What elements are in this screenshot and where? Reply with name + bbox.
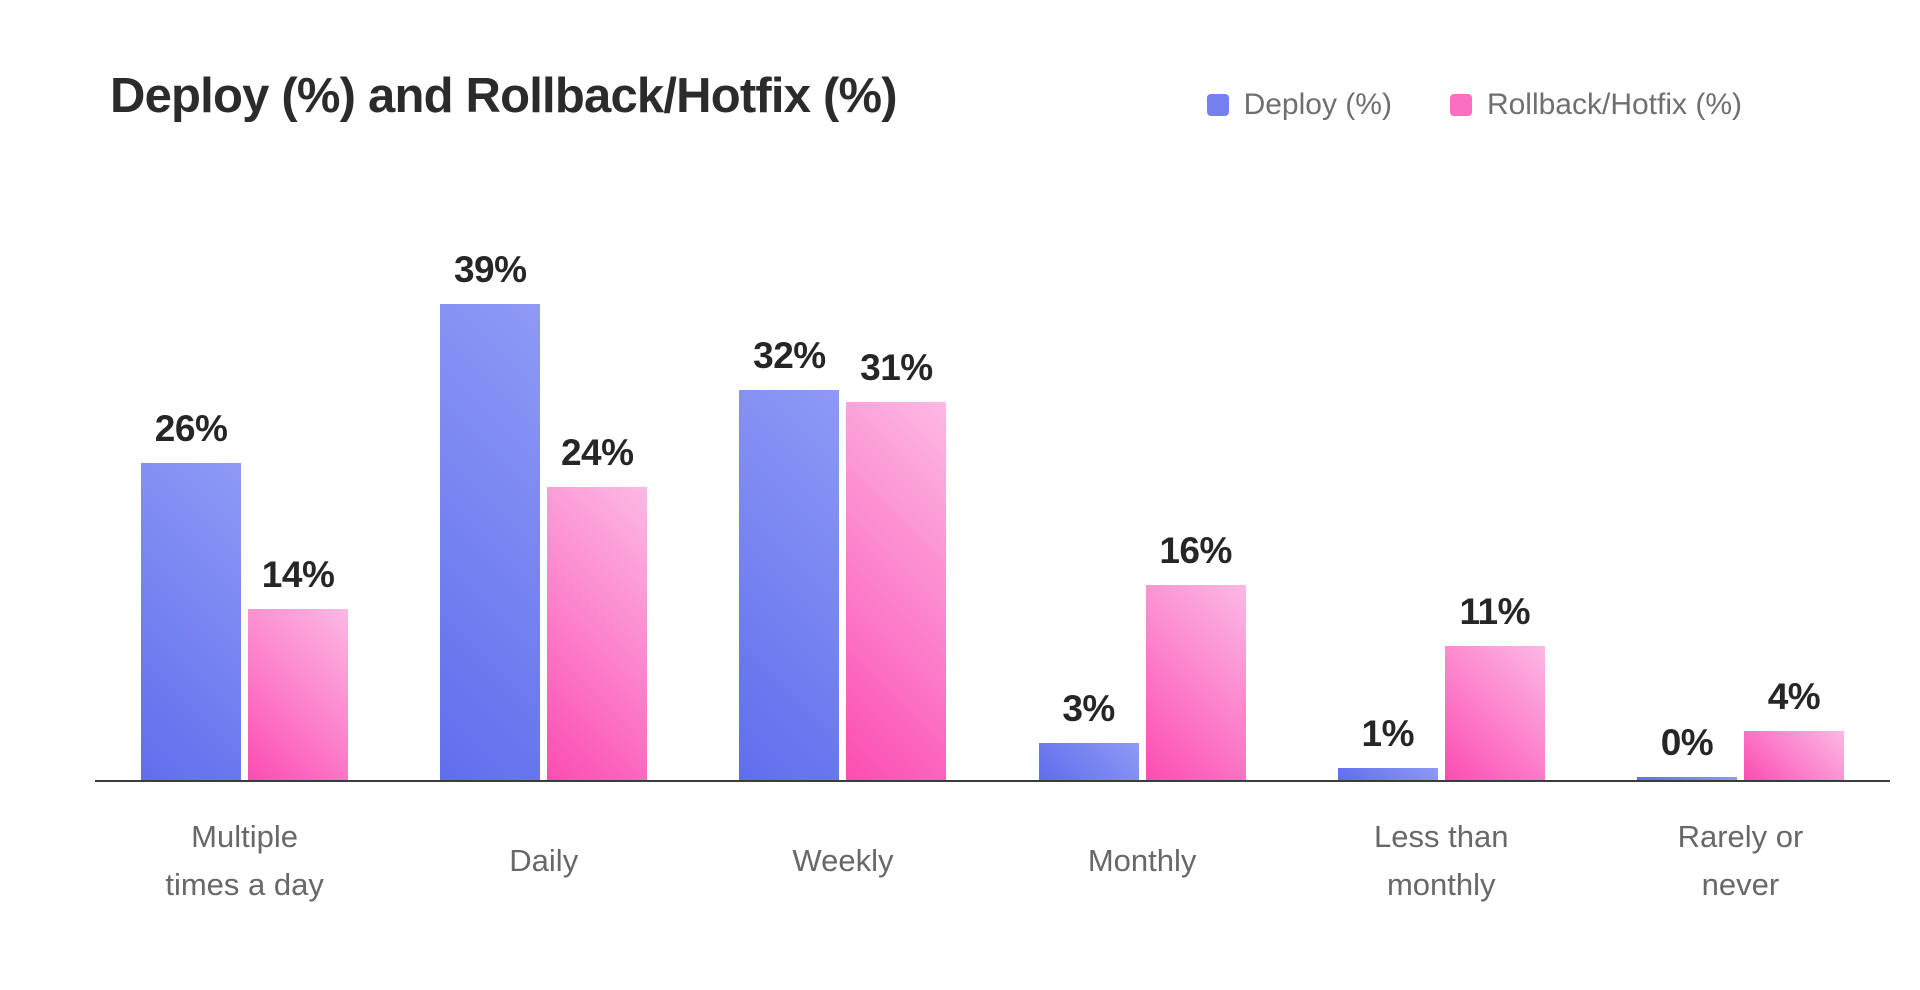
deploy-bar-rarely-or-never <box>1636 777 1737 780</box>
plot-area: 26% 14% 39% 24% 32% 31% 3% 16% 1% 11% 0% 4% <box>95 180 1890 780</box>
rollback-swatch-icon <box>1449 94 1472 116</box>
bar-wrap: 1% <box>1337 713 1438 780</box>
category-label-rarely-or-never: Rarely or never <box>1677 818 1804 902</box>
rollback-bar-rarely-or-never <box>1743 731 1844 780</box>
bar-wrap: 24% <box>547 432 648 780</box>
deploy-bar-less-than-monthly <box>1337 768 1438 780</box>
bar-wrap: 16% <box>1145 530 1246 780</box>
bar-value-label: 4% <box>1767 676 1821 717</box>
category-label-weekly: Weekly <box>792 842 894 878</box>
deploy-swatch-icon <box>1206 94 1229 116</box>
deploy-bar-daily <box>440 304 541 780</box>
bar-value-label: 3% <box>1062 688 1115 729</box>
rollback-bar-multiple-times-a-day <box>248 609 349 780</box>
bar-wrap: 0% <box>1636 722 1737 780</box>
bar-value-label: 32% <box>753 335 826 376</box>
bar-value-label: 14% <box>261 554 335 595</box>
bar-wrap: 39% <box>440 249 541 780</box>
bar-value-label: 0% <box>1660 722 1714 763</box>
legend-item-deploy[interactable]: Deploy (%) <box>1206 88 1392 122</box>
bar-group-monthly: 3% 16% <box>993 530 1292 780</box>
bar-wrap: 26% <box>141 408 242 780</box>
rollback-bar-monthly <box>1145 585 1246 780</box>
bar-group-weekly: 32% 31% <box>693 335 992 780</box>
bar-group-rarely-or-never: 0% 4% <box>1591 676 1890 780</box>
bar-wrap: 14% <box>248 554 349 780</box>
bar-value-label: 31% <box>860 347 933 388</box>
bar-value-label: 16% <box>1159 530 1232 571</box>
bar-value-label: 39% <box>453 249 527 290</box>
bar-wrap: 4% <box>1743 676 1844 780</box>
deploy-bar-weekly <box>739 390 840 780</box>
bar-wrap: 31% <box>846 347 947 780</box>
category-label-daily: Daily <box>509 842 579 878</box>
rollback-bar-daily <box>547 487 648 780</box>
legend-label-deploy: Deploy (%) <box>1243 88 1392 121</box>
bar-group-multiple-times-a-day: 26% 14% <box>95 408 394 780</box>
bar-wrap: 11% <box>1444 591 1545 780</box>
deploy-bar-multiple-times-a-day <box>141 463 242 780</box>
bar-group-daily: 39% 24% <box>394 249 693 780</box>
category-label-multiple-times-a-day: Multiple times a day <box>165 818 324 902</box>
legend: Deploy (%) Rollback/Hotfix (%) <box>1206 88 1742 122</box>
chart-title: Deploy (%) and Rollback/Hotfix (%) <box>110 69 898 123</box>
bar-wrap: 32% <box>739 335 840 780</box>
bar-value-label: 11% <box>1459 591 1531 632</box>
category-axis: Multiple times a day Daily Weekly Monthly Les… <box>95 782 1890 940</box>
bar-value-label: 24% <box>560 432 634 473</box>
bar-value-label: 26% <box>154 408 228 449</box>
bar-value-label: 1% <box>1361 713 1415 754</box>
legend-label-rollback: Rollback/Hotfix (%) <box>1486 88 1742 121</box>
x-axis-line <box>95 780 1890 782</box>
deploy-bar-monthly <box>1038 743 1139 780</box>
bar-wrap: 3% <box>1038 688 1139 780</box>
rollback-bar-less-than-monthly <box>1444 646 1545 780</box>
bar-group-less-than-monthly: 1% 11% <box>1292 591 1591 780</box>
category-label-less-than-monthly: Less than monthly <box>1374 818 1509 902</box>
rollback-bar-weekly <box>846 402 947 780</box>
legend-item-rollback[interactable]: Rollback/Hotfix (%) <box>1449 88 1742 122</box>
category-label-monthly: Monthly <box>1087 842 1197 878</box>
